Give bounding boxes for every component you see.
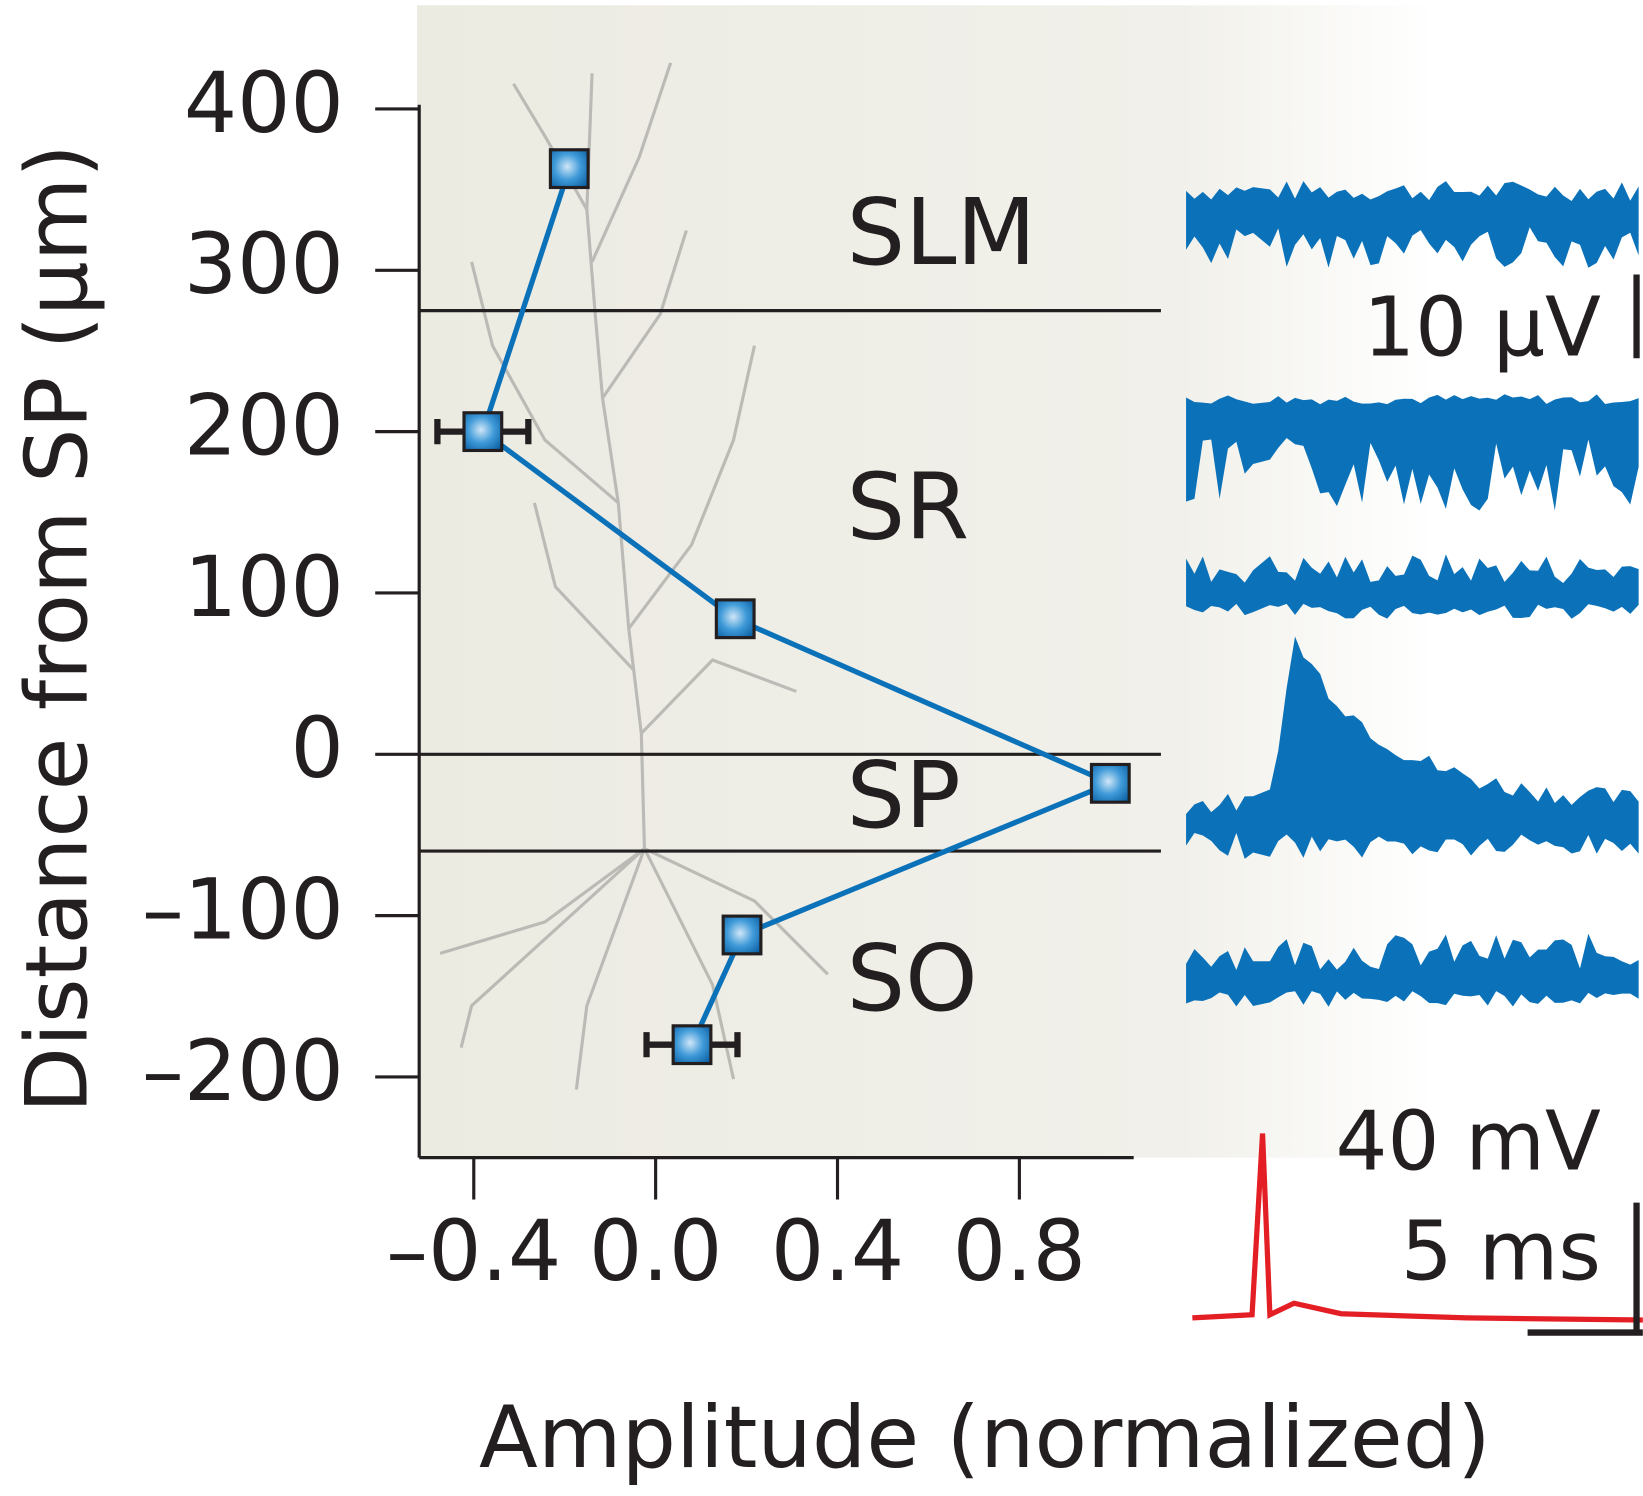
y-tick-label: 100 bbox=[184, 538, 344, 636]
data-point bbox=[671, 1024, 713, 1066]
scale-label: 10 μV bbox=[1363, 281, 1601, 376]
layer-label: SLM bbox=[847, 178, 1036, 286]
x-tick-label: 0.0 bbox=[589, 1202, 722, 1300]
trace bbox=[1186, 933, 1639, 1007]
scale-label: 5 ms bbox=[1401, 1205, 1601, 1300]
y-tick-label: 0 bbox=[290, 699, 343, 797]
spike-trace bbox=[1192, 1133, 1643, 1323]
layer-label: SO bbox=[847, 924, 978, 1032]
y-tick-label: –100 bbox=[142, 861, 344, 959]
data-point bbox=[714, 598, 756, 640]
layer-label: SR bbox=[847, 453, 970, 561]
x-tick-label: –0.4 bbox=[386, 1202, 561, 1300]
trace bbox=[1186, 394, 1639, 511]
trace bbox=[1186, 181, 1639, 268]
y-tick-label: 400 bbox=[184, 54, 344, 152]
trace bbox=[1186, 636, 1639, 859]
y-tick-label: 300 bbox=[184, 215, 344, 313]
x-tick-label: 0.8 bbox=[953, 1202, 1086, 1300]
data-point bbox=[721, 914, 763, 956]
scale-label: 40 mV bbox=[1336, 1095, 1602, 1190]
x-tick-label: 0.4 bbox=[771, 1202, 904, 1300]
recorded-traces bbox=[1186, 181, 1639, 1007]
y-tick-label: 200 bbox=[184, 377, 344, 475]
layer-label: SP bbox=[847, 741, 961, 849]
trace bbox=[1186, 554, 1639, 619]
y-tick-label: –200 bbox=[142, 1022, 344, 1120]
y-axis-title: Distance from SP (μm) bbox=[7, 144, 107, 1113]
data-point bbox=[548, 148, 590, 190]
scale-bars bbox=[1527, 274, 1643, 1336]
data-point bbox=[1089, 762, 1131, 804]
x-axis-title: Amplitude (normalized) bbox=[479, 1388, 1491, 1488]
data-point bbox=[462, 411, 504, 453]
